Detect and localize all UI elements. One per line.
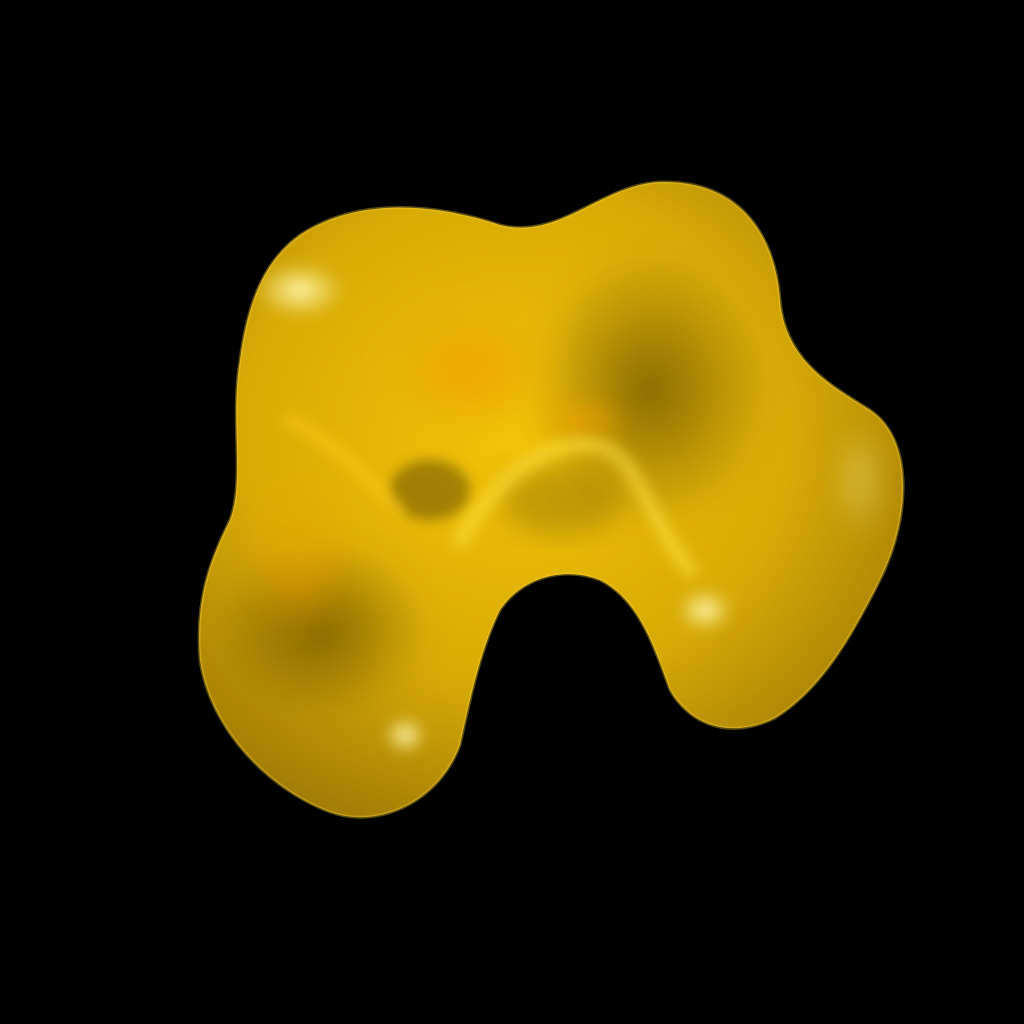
specular-highlight-top [255, 262, 345, 318]
specular-highlight-right [677, 588, 733, 632]
inner-shadow-fold [500, 465, 620, 535]
orange-glow-center [380, 300, 560, 440]
specular-highlight-edge [835, 420, 885, 540]
blob-rim [197, 180, 905, 819]
inner-shadow-hollow [390, 460, 470, 520]
specular-highlight-bottom [383, 715, 427, 755]
ridge-highlight-left [284, 414, 406, 516]
orange-glow-left [250, 480, 350, 640]
orange-glow-fold [530, 390, 630, 450]
inner-shadow-right [530, 250, 770, 530]
ridge-highlight [452, 436, 698, 578]
